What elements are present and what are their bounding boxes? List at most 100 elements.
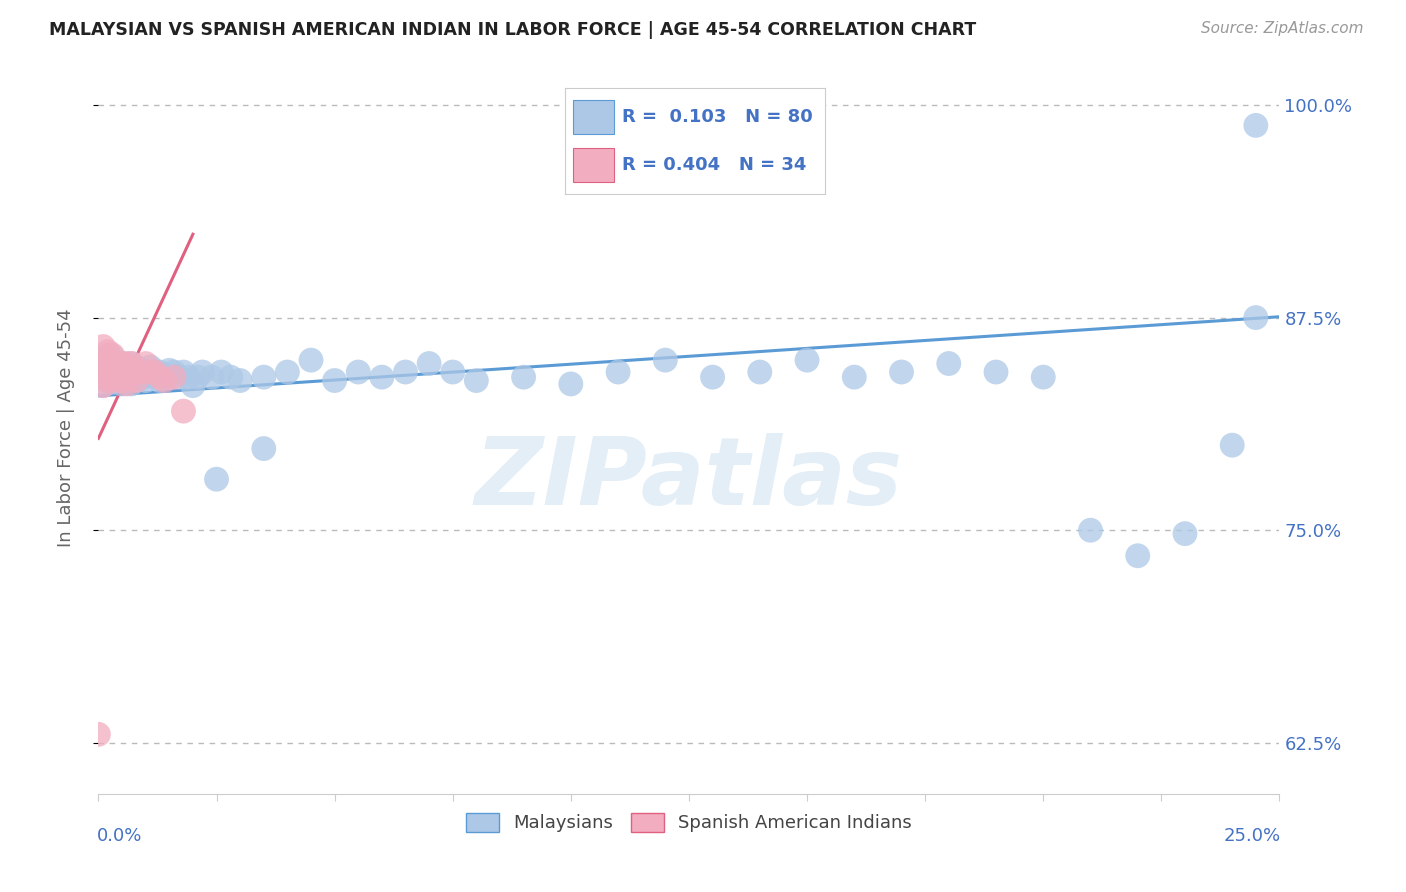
Point bbox=[229, 374, 252, 388]
Point bbox=[97, 374, 120, 388]
Point bbox=[163, 365, 186, 379]
Point bbox=[97, 348, 120, 362]
Point bbox=[111, 376, 134, 391]
Point bbox=[1244, 310, 1267, 325]
Point bbox=[97, 365, 120, 379]
Point bbox=[938, 357, 960, 371]
Point bbox=[105, 370, 128, 384]
Point bbox=[149, 370, 172, 384]
Point bbox=[177, 370, 200, 384]
Point bbox=[97, 374, 120, 388]
Point bbox=[115, 368, 138, 383]
Point bbox=[219, 370, 242, 384]
Point bbox=[276, 365, 298, 379]
Text: ZIPatlas: ZIPatlas bbox=[475, 434, 903, 525]
Point bbox=[125, 359, 148, 374]
Point bbox=[1174, 526, 1197, 541]
Y-axis label: In Labor Force | Age 45-54: In Labor Force | Age 45-54 bbox=[56, 309, 75, 548]
Point bbox=[121, 376, 143, 391]
Point bbox=[172, 404, 194, 418]
Point bbox=[111, 357, 134, 371]
Point bbox=[984, 365, 1007, 379]
Point bbox=[91, 370, 114, 384]
Point bbox=[125, 374, 148, 388]
Point bbox=[101, 368, 124, 383]
Point bbox=[167, 370, 190, 384]
Point bbox=[115, 357, 138, 371]
Point bbox=[181, 378, 204, 392]
Point bbox=[101, 374, 124, 388]
Point bbox=[111, 374, 134, 388]
Point bbox=[844, 370, 866, 384]
Point bbox=[91, 365, 114, 379]
Point bbox=[121, 365, 143, 379]
Point bbox=[135, 365, 157, 379]
Point bbox=[654, 353, 676, 368]
Point bbox=[512, 370, 534, 384]
Point bbox=[91, 378, 114, 392]
Point bbox=[201, 370, 224, 384]
Point bbox=[1126, 549, 1149, 563]
Point bbox=[101, 365, 124, 379]
Point bbox=[172, 365, 194, 379]
Point bbox=[111, 365, 134, 379]
Point bbox=[139, 368, 162, 383]
Point bbox=[143, 365, 166, 379]
Point bbox=[97, 353, 120, 368]
Point bbox=[163, 370, 186, 384]
Point bbox=[121, 357, 143, 371]
Point bbox=[115, 365, 138, 379]
Point bbox=[1032, 370, 1054, 384]
Point bbox=[91, 361, 114, 376]
Point bbox=[187, 370, 209, 384]
Point bbox=[135, 374, 157, 388]
Point bbox=[97, 357, 120, 371]
Point bbox=[91, 339, 114, 353]
Text: 0.0%: 0.0% bbox=[97, 827, 142, 845]
Point bbox=[149, 374, 172, 388]
Point bbox=[702, 370, 724, 384]
Point bbox=[371, 370, 394, 384]
Point bbox=[139, 359, 162, 374]
Point bbox=[347, 365, 370, 379]
Point bbox=[125, 365, 148, 379]
Point bbox=[149, 365, 172, 379]
Text: 25.0%: 25.0% bbox=[1223, 827, 1281, 845]
Point bbox=[97, 365, 120, 379]
Point bbox=[101, 350, 124, 364]
Point bbox=[157, 370, 180, 384]
Point bbox=[394, 365, 416, 379]
Point bbox=[105, 370, 128, 384]
Point bbox=[191, 365, 214, 379]
Text: Source: ZipAtlas.com: Source: ZipAtlas.com bbox=[1201, 21, 1364, 37]
Point bbox=[1244, 119, 1267, 133]
Point bbox=[796, 353, 818, 368]
Point bbox=[157, 363, 180, 377]
Point bbox=[111, 365, 134, 379]
Point bbox=[101, 357, 124, 371]
Point bbox=[105, 365, 128, 379]
Point bbox=[115, 376, 138, 391]
Point bbox=[143, 365, 166, 379]
Point bbox=[323, 374, 346, 388]
Point bbox=[890, 365, 912, 379]
Point bbox=[205, 472, 228, 486]
Point bbox=[115, 374, 138, 388]
Point bbox=[253, 370, 276, 384]
Text: MALAYSIAN VS SPANISH AMERICAN INDIAN IN LABOR FORCE | AGE 45-54 CORRELATION CHAR: MALAYSIAN VS SPANISH AMERICAN INDIAN IN … bbox=[49, 21, 976, 39]
Point bbox=[105, 357, 128, 371]
Point bbox=[129, 363, 152, 377]
Point bbox=[299, 353, 322, 368]
Point bbox=[101, 348, 124, 362]
Point bbox=[135, 357, 157, 371]
Point bbox=[748, 365, 770, 379]
Point bbox=[111, 357, 134, 371]
Point bbox=[91, 357, 114, 371]
Point bbox=[441, 365, 464, 379]
Point bbox=[129, 365, 152, 379]
Point bbox=[91, 353, 114, 368]
Point bbox=[1080, 523, 1102, 537]
Point bbox=[1220, 438, 1243, 452]
Point bbox=[153, 368, 176, 383]
Point bbox=[209, 365, 232, 379]
